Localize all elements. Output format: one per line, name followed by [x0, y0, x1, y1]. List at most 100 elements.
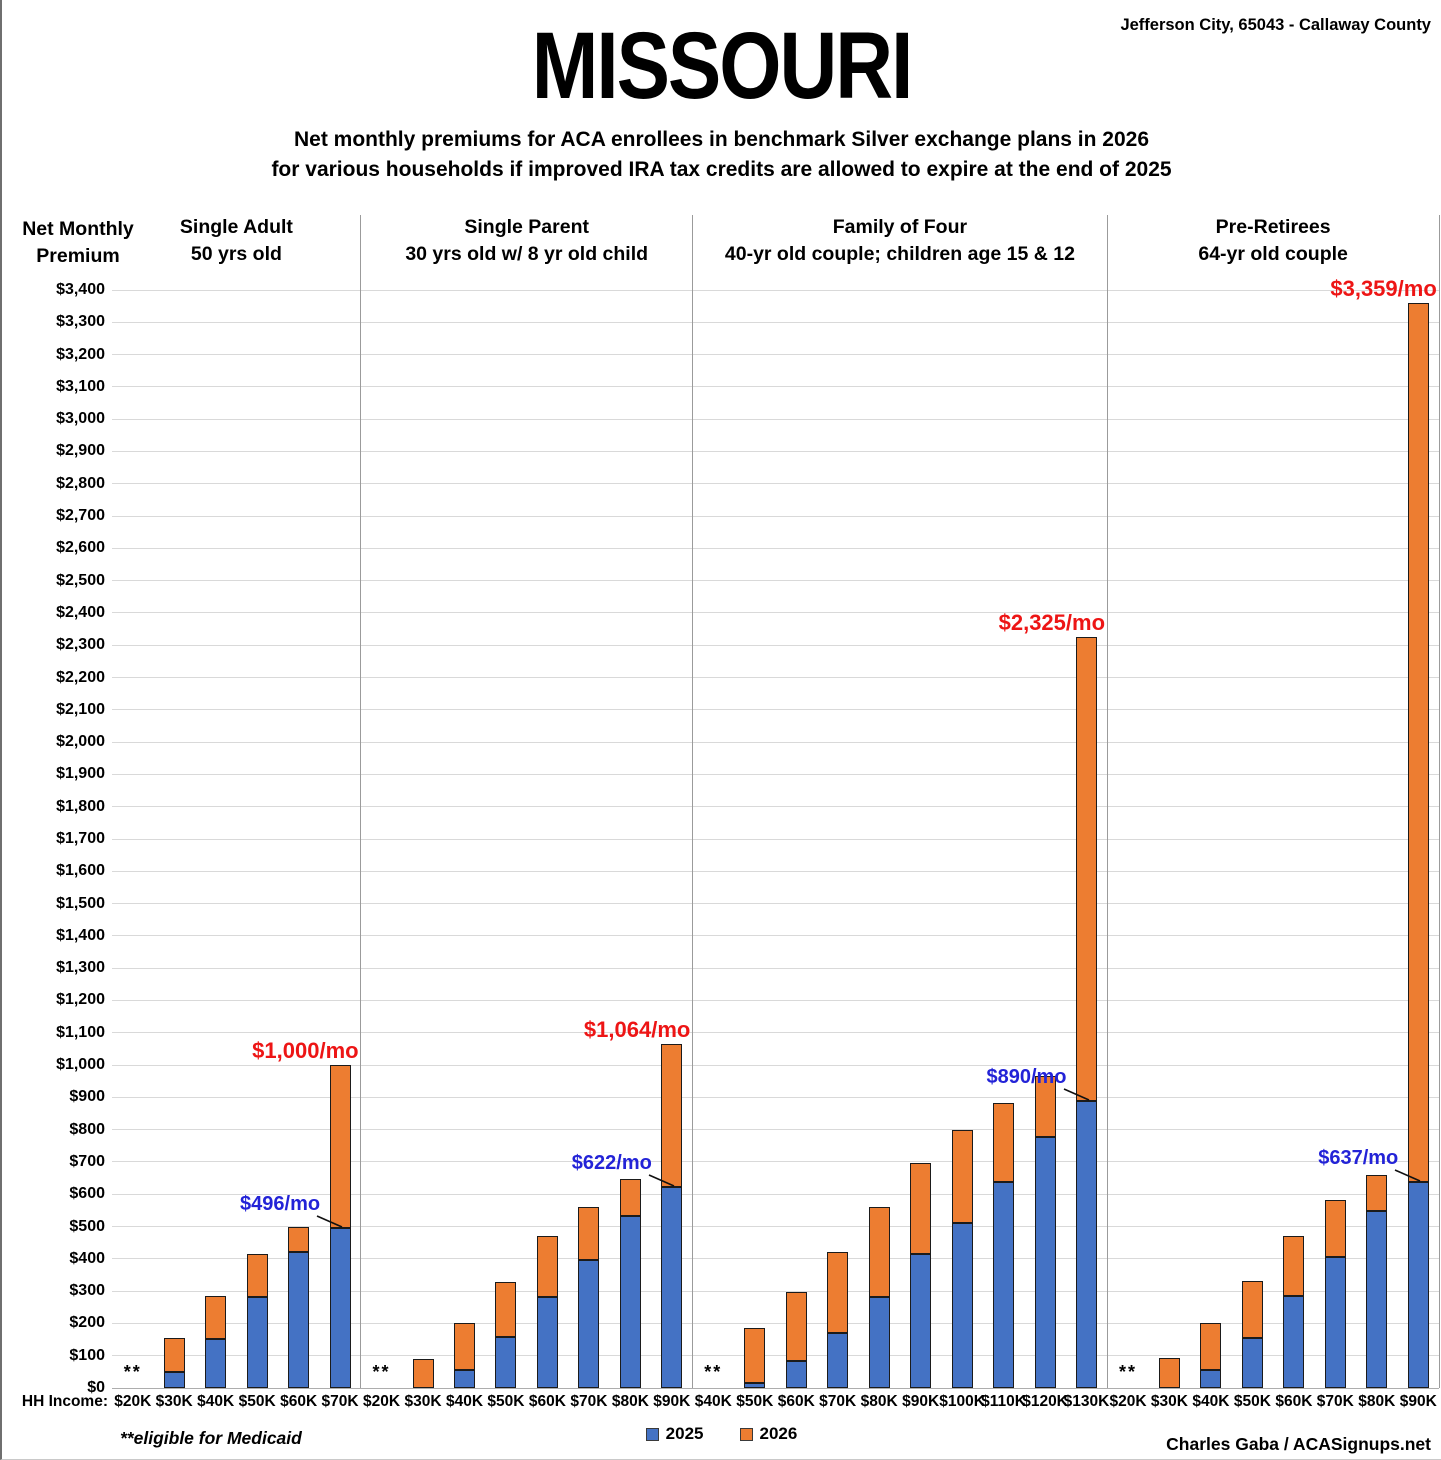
- y-gridline: [112, 677, 1439, 679]
- bar-2026-segment: [868, 1207, 890, 1298]
- y-tick-label: $0: [87, 1379, 105, 1396]
- y-tick-label: $700: [69, 1152, 105, 1170]
- bar-2025-segment: [910, 1254, 932, 1388]
- y-gridline: [112, 806, 1439, 808]
- y-gridline: [112, 515, 1439, 517]
- bar-2026-segment: [827, 1252, 849, 1333]
- subtitle-line-1: Net monthly premiums for ACA enrollees i…: [293, 128, 1150, 151]
- x-tick-label: $50K: [238, 1393, 276, 1410]
- bar-2026-segment: [1366, 1174, 1388, 1211]
- y-gridline: [112, 870, 1439, 872]
- y-gridline: [112, 418, 1439, 420]
- annotation-leader-line: [1063, 1087, 1089, 1101]
- bar-2025-segment: [536, 1296, 558, 1388]
- y-tick-label: $400: [69, 1249, 105, 1267]
- annotation-2025: $890/mo: [986, 1065, 1067, 1088]
- y-tick-label: $3,100: [56, 377, 105, 395]
- annotation-2025: $622/mo: [571, 1152, 652, 1175]
- bar-2025-segment: [453, 1369, 475, 1388]
- x-tick-label: $90K: [1399, 1393, 1437, 1410]
- bar-2025-segment: [1283, 1295, 1305, 1388]
- medicaid-marker: **: [704, 1362, 723, 1382]
- y-tick-label: $3,300: [56, 313, 105, 331]
- bar-2025-segment: [951, 1222, 973, 1388]
- group-title: Single Adult: [179, 216, 293, 238]
- y-gridline: [112, 580, 1439, 582]
- bar-2025-segment: [329, 1227, 351, 1388]
- legend: 2025 2026: [2, 1424, 1441, 1444]
- y-gridline: [112, 1258, 1439, 1260]
- legend-label-2026: 2026: [759, 1424, 798, 1443]
- y-tick-label: $500: [69, 1217, 105, 1235]
- annotation-leader-line: [1394, 1169, 1421, 1183]
- group-title: 64-yr old couple: [1198, 243, 1348, 265]
- legend-label-2025: 2025: [665, 1424, 704, 1443]
- location-label: Jefferson City, 65043 - Callaway County: [1120, 16, 1431, 34]
- bar-2025-segment: [868, 1297, 890, 1388]
- x-tick-label: $110K: [981, 1393, 1026, 1410]
- y-tick-label: $2,400: [56, 603, 105, 621]
- y-gridline: [112, 709, 1439, 711]
- bar-2026-segment: [951, 1129, 973, 1223]
- y-gridline: [112, 903, 1439, 905]
- bar-2025-segment: [246, 1297, 268, 1388]
- bar-2025-segment: [1407, 1182, 1429, 1388]
- y-gridline: [112, 967, 1439, 969]
- bar-2026-segment: [453, 1322, 475, 1370]
- annotation-2025: $637/mo: [1318, 1147, 1399, 1170]
- bar-2026-segment: [744, 1328, 766, 1384]
- bar-2025-segment: [578, 1260, 600, 1388]
- credit-label: Charles Gaba / ACASignups.net: [1166, 1434, 1431, 1454]
- y-gridline: [112, 1161, 1439, 1163]
- x-tick-label: $90K: [653, 1393, 691, 1410]
- legend-swatch-2025: [645, 1427, 659, 1441]
- y-gridline: [112, 935, 1439, 937]
- bar-2026-segment: [329, 1065, 351, 1228]
- y-gridline: [112, 1387, 1439, 1389]
- y-tick-label: $1,600: [56, 862, 105, 880]
- bar-2025-segment: [785, 1361, 807, 1388]
- x-tick-label: $50K: [487, 1393, 525, 1410]
- annotation-2026: $3,359/mo: [1330, 276, 1437, 302]
- x-tick-label: $40K: [445, 1393, 484, 1410]
- bar-2026-segment: [1200, 1322, 1222, 1371]
- bar-2026-segment: [205, 1295, 227, 1339]
- bar-2026-segment: [785, 1292, 807, 1362]
- x-tick-label: $20K: [363, 1393, 401, 1410]
- x-tick-label: $70K: [1316, 1393, 1354, 1410]
- group-divider: [360, 215, 362, 1388]
- y-tick-label: $2,000: [56, 733, 105, 751]
- page-title: MISSOURI: [531, 13, 914, 119]
- y-gridline: [112, 1096, 1439, 1098]
- y-tick-label: $1,200: [56, 991, 105, 1009]
- x-tick-label: $50K: [1233, 1393, 1271, 1410]
- y-tick-label: $600: [69, 1185, 105, 1203]
- x-tick-label: $30K: [404, 1393, 442, 1410]
- y-gridline: [112, 999, 1439, 1001]
- annotation-leader-line: [316, 1215, 343, 1228]
- y-axis-title-line-2: Premium: [36, 245, 120, 267]
- group-title: 30 yrs old w/ 8 yr old child: [405, 243, 649, 265]
- y-tick-label: $2,200: [56, 668, 105, 686]
- x-tick-label: $40K: [197, 1393, 235, 1410]
- y-tick-label: $1,700: [56, 830, 105, 847]
- y-gridline: [112, 1032, 1439, 1034]
- bar-2026-segment: [288, 1227, 310, 1253]
- y-gridline: [112, 741, 1439, 743]
- bar-2026-segment: [1407, 303, 1429, 1183]
- y-gridline: [112, 1129, 1439, 1131]
- x-tick-label: $30K: [155, 1393, 193, 1410]
- bar-2025-segment: [1034, 1136, 1056, 1388]
- y-tick-label: $2,600: [56, 539, 105, 557]
- bar-2026-segment: [578, 1206, 600, 1261]
- annotation-leader-line: [648, 1174, 675, 1187]
- subtitle-line-2: for various households if improved IRA t…: [271, 158, 1172, 181]
- y-tick-label: $2,800: [56, 474, 105, 492]
- medicaid-footnote: **eligible for Medicaid: [120, 1428, 302, 1448]
- annotation-2026: $1,064/mo: [583, 1017, 691, 1043]
- x-tick-label: $40K: [1192, 1393, 1230, 1410]
- y-tick-label: $100: [69, 1346, 105, 1364]
- bar-2026-segment: [1034, 1076, 1056, 1137]
- x-tick-label: $60K: [777, 1393, 815, 1410]
- group-title: 40-yr old couple; children age 15 & 12: [724, 243, 1075, 265]
